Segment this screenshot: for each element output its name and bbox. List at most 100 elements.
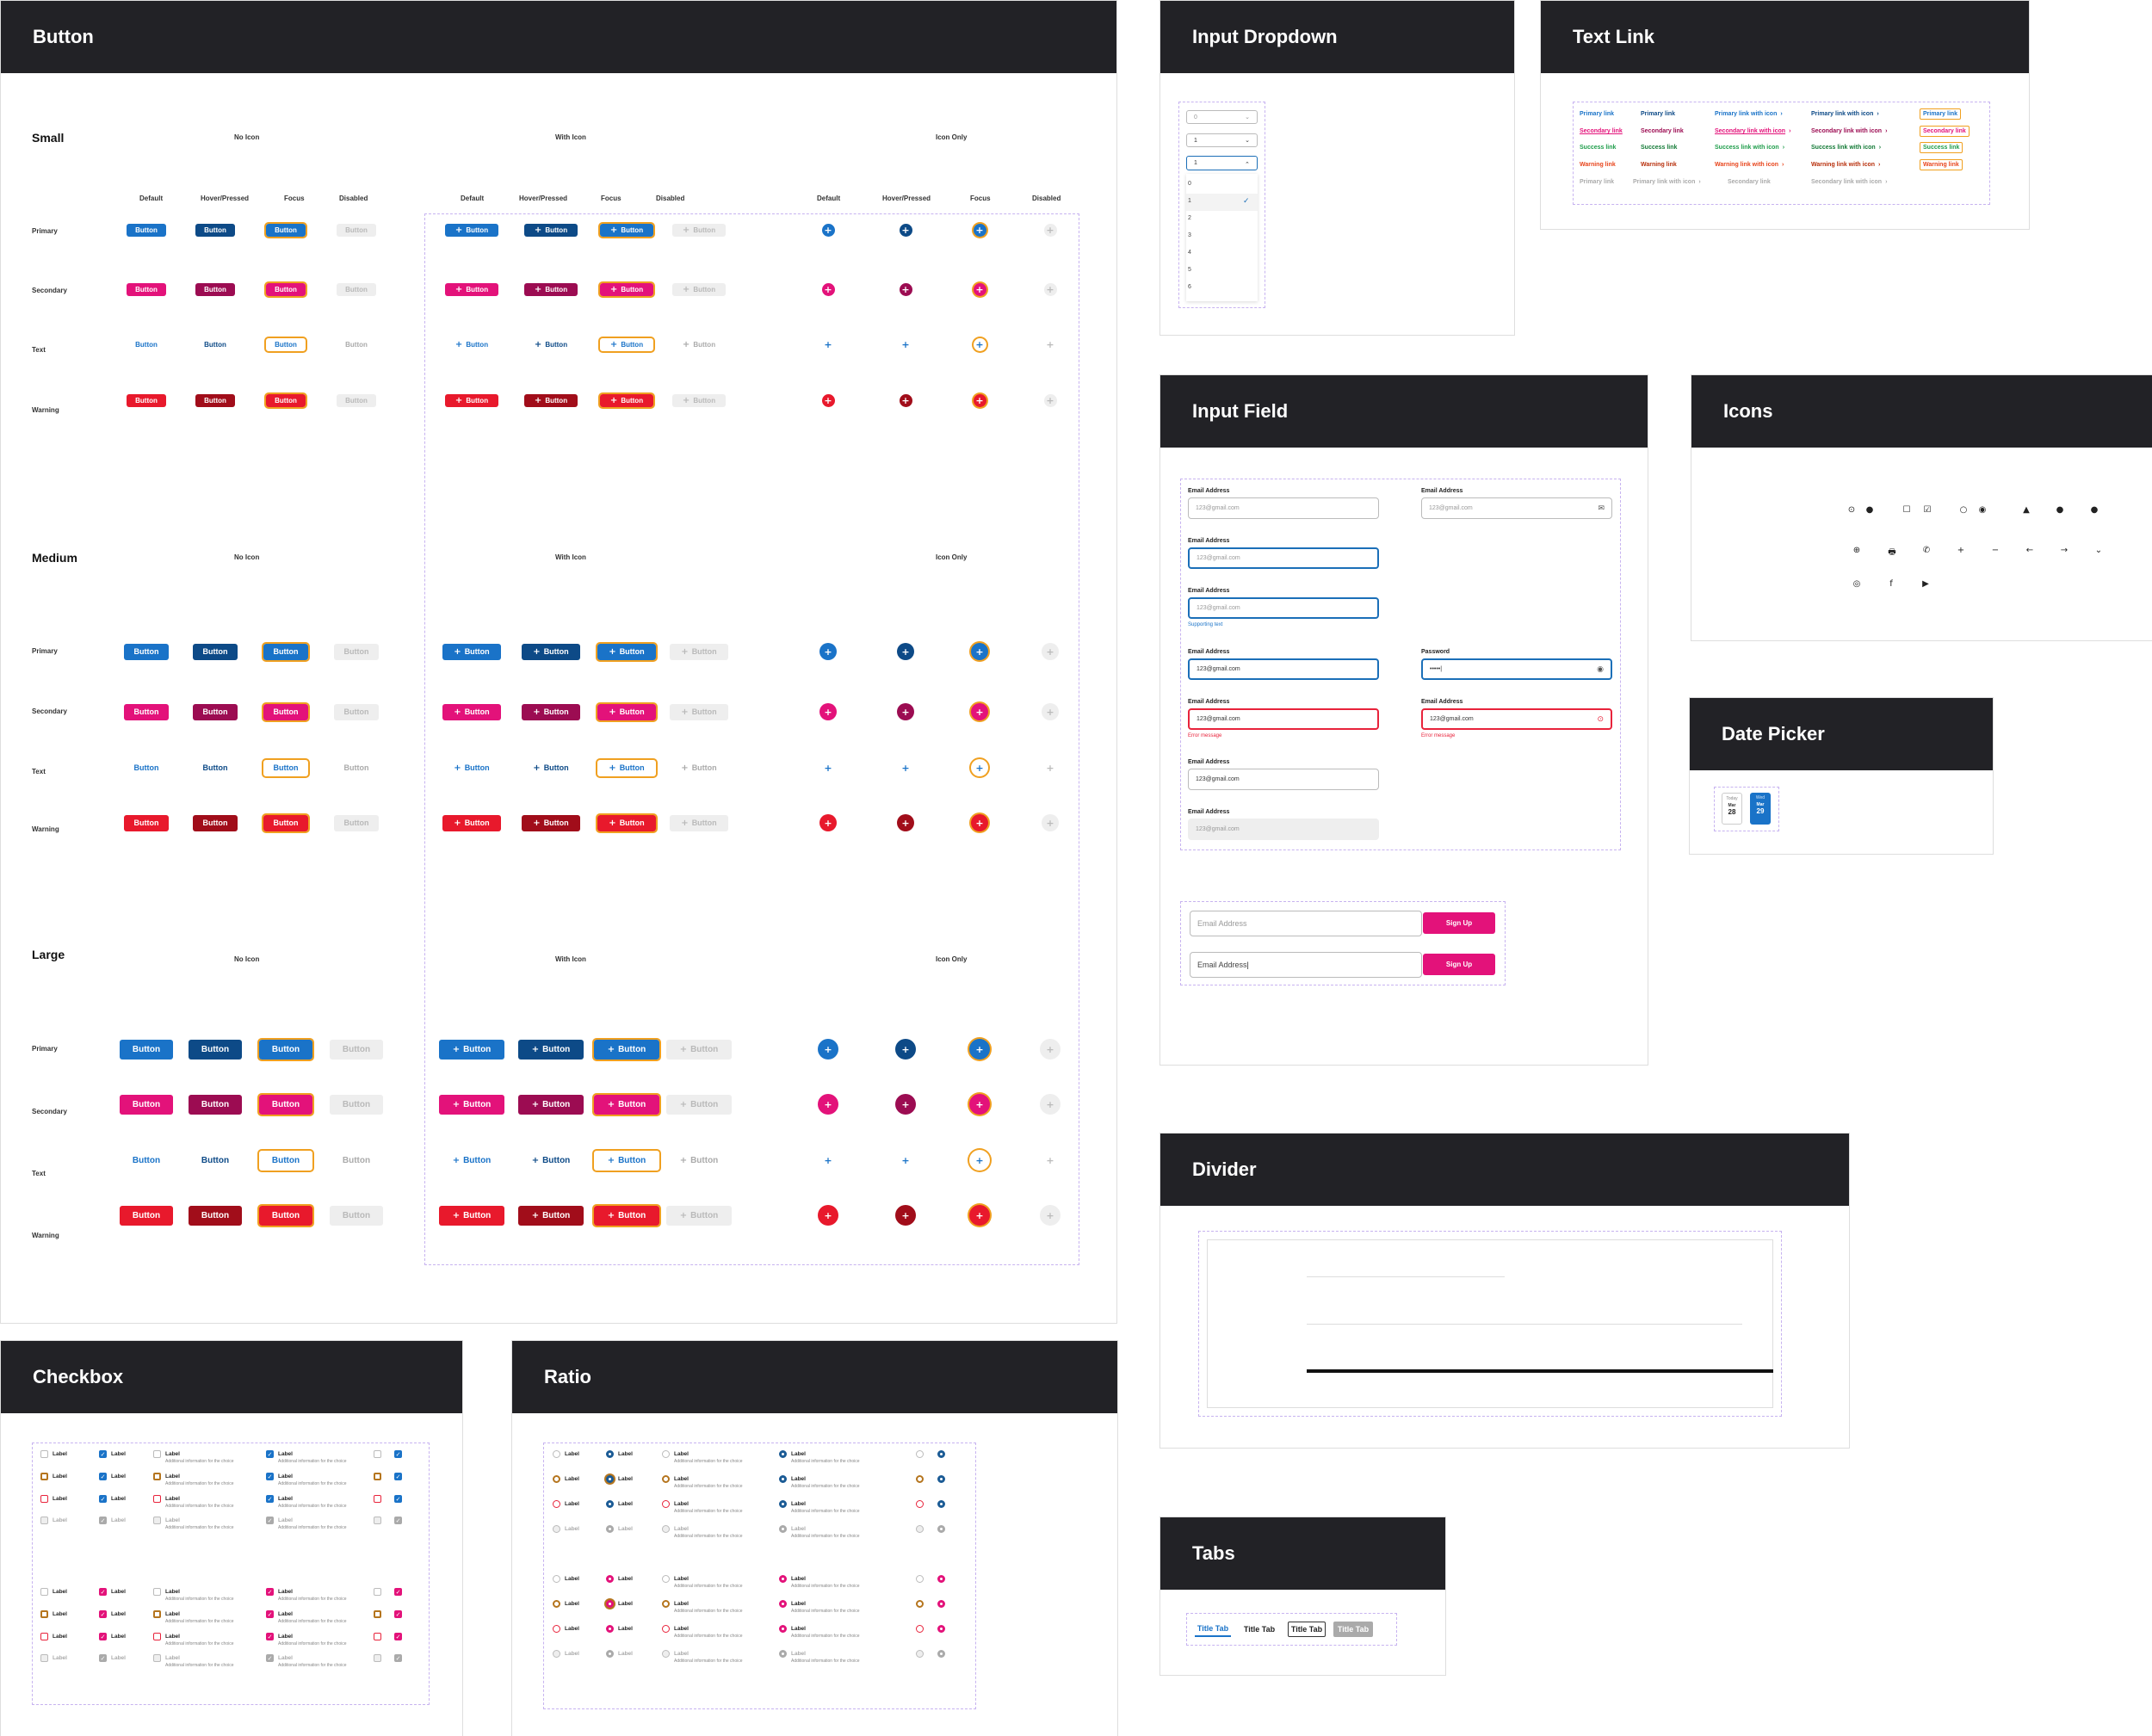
radio-focus[interactable] <box>662 1475 670 1483</box>
warning-button-default[interactable]: Button <box>120 1205 173 1226</box>
checkbox-checked-disabled[interactable]: ✓ <box>394 1654 402 1662</box>
secondary-icon-only-hover[interactable]: + <box>897 703 914 720</box>
text-link-primary-with-icon-hover[interactable]: Primary link with icon › <box>1811 111 1879 117</box>
radio-checked-error[interactable] <box>779 1625 787 1633</box>
warning-button-default[interactable]: Button <box>127 393 166 407</box>
dropdown-option[interactable]: 4 <box>1188 250 1191 256</box>
checkbox-checked-error[interactable]: ✓ <box>99 1633 107 1640</box>
radio-focus[interactable] <box>916 1475 924 1483</box>
radio-checked-error[interactable] <box>937 1625 945 1633</box>
text-link-success-with-icon-hover[interactable]: Success link with icon › <box>1811 145 1881 151</box>
password-input[interactable]: •••••| ◉ <box>1421 658 1612 680</box>
text-button-default[interactable]: Button <box>127 338 166 351</box>
radio-checked-disabled[interactable] <box>779 1650 787 1658</box>
text-button-default[interactable]: Button <box>120 1151 173 1171</box>
checkbox-checked-default[interactable]: ✓ <box>266 1450 274 1458</box>
checkbox-disabled[interactable] <box>153 1517 161 1524</box>
checkbox-disabled[interactable] <box>40 1517 48 1524</box>
checkbox-error[interactable] <box>40 1495 48 1503</box>
radio-checked-default[interactable] <box>606 1575 614 1583</box>
secondary-icon-button-default[interactable]: + Button <box>445 282 498 296</box>
warning-icon-only-hover[interactable]: + <box>897 814 914 831</box>
text-button-hover[interactable]: Button <box>195 338 235 351</box>
text-button-disabled[interactable]: Button <box>330 1151 383 1171</box>
radio-default[interactable] <box>553 1450 560 1458</box>
text-icon-only-focus[interactable]: + <box>969 1150 990 1171</box>
primary-button-hover[interactable]: Button <box>189 1039 242 1060</box>
primary-icon-only-hover[interactable]: + <box>899 223 912 237</box>
text-icon-only-disabled[interactable]: + <box>1046 762 1054 774</box>
secondary-icon-button-default[interactable]: + Button <box>442 703 501 720</box>
text-link-primary-with-icon[interactable]: Primary link with icon › <box>1715 111 1783 117</box>
warning-button-focus[interactable]: Button <box>262 812 310 833</box>
date-selected[interactable]: Wed Mar 29 <box>1750 793 1771 825</box>
secondary-icon-button-hover[interactable]: + Button <box>524 282 578 296</box>
checkbox-checked-error[interactable]: ✓ <box>394 1495 402 1503</box>
checkbox-disabled[interactable] <box>40 1654 48 1662</box>
text-icon-button-default[interactable]: + Button <box>445 338 498 351</box>
radio-checked-disabled[interactable] <box>779 1525 787 1533</box>
warning-icon-button-hover[interactable]: + Button <box>518 1205 584 1226</box>
text-button-default[interactable]: Button <box>124 760 169 776</box>
warning-icon-button-default[interactable]: + Button <box>445 393 498 407</box>
text-link-disabled-with-icon[interactable]: Primary link with icon › <box>1633 179 1701 185</box>
radio-disabled[interactable] <box>553 1650 560 1658</box>
dropdown-option[interactable]: 5 <box>1188 267 1191 273</box>
secondary-icon-button-hover[interactable]: + Button <box>522 703 580 720</box>
warning-icon-only-disabled[interactable]: + <box>1040 1205 1061 1226</box>
text-button-focus[interactable]: Button <box>262 757 310 778</box>
checkbox-checked-disabled[interactable]: ✓ <box>99 1654 107 1662</box>
warning-button-focus[interactable]: Button <box>257 1203 314 1227</box>
signup-email-input[interactable]: Email Address <box>1190 911 1422 936</box>
checkbox-focus[interactable] <box>374 1473 381 1480</box>
radio-checked-default[interactable] <box>779 1450 787 1458</box>
text-link-success-focus[interactable]: Success link <box>1920 142 1963 153</box>
warning-icon-only-default[interactable]: + <box>819 814 837 831</box>
radio-error[interactable] <box>916 1625 924 1633</box>
eye-icon[interactable]: ◉ <box>1597 664 1604 674</box>
radio-checked-default[interactable] <box>606 1450 614 1458</box>
radio-focus[interactable] <box>916 1600 924 1608</box>
radio-checked-default[interactable] <box>937 1450 945 1458</box>
checkbox-disabled[interactable] <box>374 1654 381 1662</box>
secondary-button-default[interactable]: Button <box>120 1094 173 1115</box>
radio-checked-focus[interactable] <box>779 1475 787 1483</box>
text-link-warning[interactable]: Warning link <box>1580 162 1616 168</box>
text-icon-button-focus[interactable]: + Button <box>598 336 655 353</box>
secondary-icon-only-disabled[interactable]: + <box>1043 282 1057 296</box>
text-icon-only-disabled[interactable]: + <box>1046 338 1054 350</box>
radio-error[interactable] <box>662 1500 670 1508</box>
radio-checked-default[interactable] <box>779 1575 787 1583</box>
checkbox-checked-default[interactable]: ✓ <box>394 1588 402 1596</box>
tab-active[interactable]: Title Tab <box>1195 1622 1231 1637</box>
text-link-secondary[interactable]: Secondary link <box>1580 128 1623 134</box>
primary-button-hover[interactable]: Button <box>195 223 235 237</box>
secondary-icon-button-disabled[interactable]: + Button <box>670 703 728 720</box>
primary-icon-only-focus[interactable]: + <box>971 643 988 660</box>
warning-icon-button-disabled[interactable]: + Button <box>666 1205 732 1226</box>
primary-icon-only-disabled[interactable]: + <box>1040 1039 1061 1060</box>
primary-icon-button-default[interactable]: + Button <box>439 1039 504 1060</box>
warning-icon-only-focus[interactable]: + <box>971 814 988 831</box>
checkbox-disabled[interactable] <box>153 1654 161 1662</box>
checkbox-checked-error[interactable]: ✓ <box>266 1495 274 1503</box>
secondary-button-disabled[interactable]: Button <box>337 282 376 296</box>
primary-icon-button-hover[interactable]: + Button <box>518 1039 584 1060</box>
email-input[interactable]: 123@gmail.com <box>1188 769 1379 790</box>
text-icon-only-hover[interactable]: + <box>901 762 910 774</box>
secondary-button-hover[interactable]: Button <box>195 282 235 296</box>
radio-checked-disabled[interactable] <box>937 1650 945 1658</box>
radio-checked-focus[interactable] <box>937 1600 945 1608</box>
text-icon-button-focus[interactable]: + Button <box>592 1148 661 1172</box>
text-icon-only-hover[interactable]: + <box>901 1154 910 1166</box>
warning-icon-only-focus[interactable]: + <box>973 393 986 407</box>
radio-default[interactable] <box>662 1575 670 1583</box>
primary-icon-button-disabled[interactable]: + Button <box>672 223 726 237</box>
warning-icon-button-focus[interactable]: + Button <box>596 812 658 833</box>
text-icon-button-disabled[interactable]: + Button <box>672 338 726 351</box>
primary-button-default[interactable]: Button <box>124 643 169 660</box>
dropdown-option[interactable]: 0 <box>1188 181 1191 187</box>
text-icon-button-default[interactable]: + Button <box>442 760 501 776</box>
text-icon-only-default[interactable]: + <box>824 1154 832 1166</box>
text-link-primary[interactable]: Primary link <box>1580 111 1615 117</box>
